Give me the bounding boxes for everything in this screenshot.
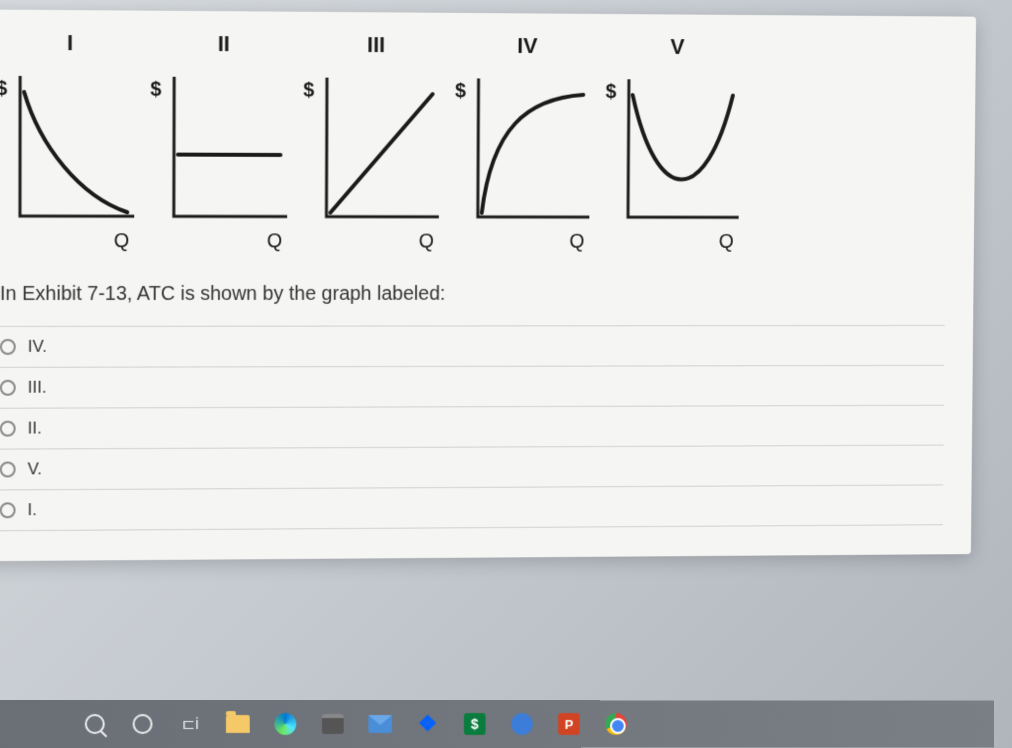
graph-header: II — [154, 31, 292, 60]
graph-header: I — [0, 30, 139, 59]
radio-icon[interactable] — [0, 380, 16, 396]
radio-icon[interactable] — [0, 461, 16, 477]
graph-ylabel: $ — [303, 79, 314, 102]
edge-icon[interactable] — [271, 709, 301, 739]
store-icon[interactable] — [318, 709, 348, 739]
cortana-icon[interactable] — [128, 709, 158, 739]
mail-icon[interactable] — [365, 709, 395, 739]
windows-taskbar[interactable]: ⊏i ❖ $ P — [0, 700, 994, 748]
option-label: III. — [28, 378, 47, 398]
options-list: IV. III. II. V. I. — [0, 325, 945, 531]
graph-xlabel: Q — [0, 230, 139, 253]
graph-box — [618, 69, 744, 227]
radio-icon[interactable] — [0, 502, 16, 518]
option-label: I. — [28, 500, 37, 520]
graph-xlabel: Q — [458, 231, 594, 254]
radio-icon[interactable] — [0, 421, 16, 437]
graph-xlabel: Q — [154, 230, 292, 253]
graph-box — [164, 67, 293, 227]
graph-box — [317, 68, 445, 227]
graph-xlabel: Q — [307, 230, 444, 253]
taskview-icon[interactable]: ⊏i — [175, 709, 205, 739]
graph-header: IV — [459, 33, 595, 62]
option-label: II. — [28, 419, 42, 439]
graph-panel-4: IV $ Q — [458, 33, 595, 254]
graph-xlabel: Q — [608, 231, 743, 254]
chrome-icon[interactable] — [601, 709, 630, 739]
question-text: In Exhibit 7-13, ATC is shown by the gra… — [0, 283, 945, 306]
option-row[interactable]: I. — [0, 485, 943, 531]
question-area: In Exhibit 7-13, ATC is shown by the gra… — [0, 263, 974, 561]
radio-icon[interactable] — [0, 339, 16, 355]
graph-ylabel: $ — [455, 80, 466, 103]
graph-box — [468, 68, 595, 226]
graph-box — [10, 66, 140, 226]
graph-panel-2: II$Q — [154, 31, 293, 254]
graph-panel-1: I $ Q — [0, 30, 140, 253]
option-row[interactable]: V. — [0, 446, 944, 491]
dropbox-icon[interactable]: ❖ — [413, 709, 443, 739]
graph-header: V — [610, 34, 745, 62]
graph-panel-3: III$Q — [307, 32, 445, 254]
search-icon[interactable] — [80, 709, 110, 739]
option-row[interactable]: II. — [0, 406, 944, 450]
graph-ylabel: $ — [0, 78, 7, 101]
option-label: V. — [28, 459, 42, 479]
option-label: IV. — [28, 337, 47, 357]
browser-icon[interactable] — [507, 709, 536, 739]
option-row[interactable]: III. — [0, 366, 944, 409]
graph-panel-5: V $ Q — [608, 34, 744, 254]
powerpoint-icon[interactable]: P — [554, 709, 583, 739]
graph-ylabel: $ — [606, 81, 617, 104]
quiz-screen: I$QII$QIII$QIV$QV$Q In Exhibit 7-13, ATC… — [0, 9, 976, 561]
graph-ylabel: $ — [150, 79, 161, 102]
finance-icon[interactable]: $ — [460, 709, 489, 739]
file-explorer-icon[interactable] — [223, 709, 253, 739]
option-row[interactable]: IV. — [0, 325, 945, 368]
graph-header: III — [307, 32, 444, 61]
exhibit-graphs: I$QII$QIII$QIV$QV$Q — [0, 9, 976, 263]
